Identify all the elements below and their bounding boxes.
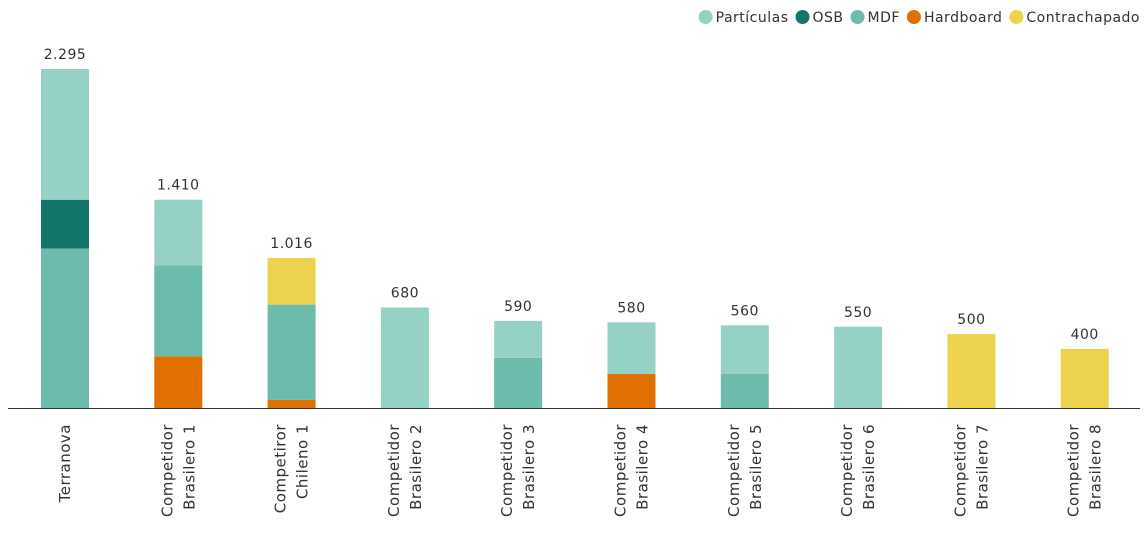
legend-swatch: [906, 10, 921, 24]
value-label: 680: [391, 286, 419, 302]
x-tick-label: Brasilero 6: [860, 424, 878, 510]
bar-segment: [494, 357, 543, 408]
x-tick-label: Terranova: [56, 424, 74, 503]
x-tick-label: Competidor: [385, 424, 403, 517]
x-tick-label: Brasilero 1: [180, 424, 198, 510]
legend-label: Contrachapado: [1026, 10, 1140, 26]
bar-segment: [1060, 348, 1109, 408]
x-tick-label: Competiror: [272, 424, 290, 514]
legend-swatch: [1009, 10, 1024, 24]
bar-segment: [154, 199, 203, 266]
x-tick-label: Brasilero 8: [1087, 424, 1105, 510]
bar-segment: [154, 265, 203, 357]
x-tick-label: Brasilero 2: [407, 424, 425, 510]
bar-segment: [267, 304, 316, 400]
bar-segment: [834, 326, 883, 408]
x-tick-label: Competidor: [498, 424, 516, 517]
legend-label: MDF: [868, 10, 900, 26]
bar-segment: [267, 257, 316, 305]
legend-swatch: [795, 10, 810, 24]
x-tick-label: Brasilero 5: [747, 424, 765, 510]
bar-segment: [720, 325, 769, 375]
value-label: 500: [957, 312, 985, 328]
bar-segment: [494, 320, 543, 358]
x-tick-label: Competidor: [612, 424, 630, 517]
legend-label: Partículas: [716, 10, 789, 26]
bar-segment: [41, 69, 89, 200]
x-tick-label: Competidor: [951, 424, 969, 517]
bar-segment: [947, 334, 996, 408]
legend-swatch: [698, 10, 713, 24]
bar-segment: [41, 199, 89, 249]
x-tick-label: Brasilero 7: [973, 424, 991, 510]
bar-segment: [607, 374, 656, 408]
value-label: 550: [844, 305, 872, 321]
value-label: 1.016: [270, 236, 313, 252]
value-label: 400: [1071, 327, 1099, 343]
bar-segment: [154, 356, 203, 408]
value-label: 590: [504, 299, 532, 315]
x-tick-label: Brasilero 3: [520, 424, 538, 510]
x-tick-label: Competidor: [725, 424, 743, 517]
value-label: 560: [731, 303, 759, 319]
legend-label: Hardboard: [924, 10, 1002, 26]
x-tick-label: Chileno 1: [294, 424, 312, 499]
value-label: 580: [617, 300, 645, 316]
x-tick-label: Competidor: [838, 424, 856, 517]
legend-label: OSB: [813, 10, 844, 26]
legend-swatch: [850, 10, 865, 24]
x-tick-label: Brasilero 4: [634, 424, 652, 510]
value-label: 1.410: [157, 178, 200, 194]
x-tick-label: Competidor: [1065, 424, 1083, 517]
bar-segment: [607, 322, 656, 375]
bar-segment: [720, 374, 769, 408]
x-tick-label: Competidor: [158, 424, 176, 517]
bar-segment: [267, 399, 316, 408]
bar-segment: [41, 248, 89, 408]
value-label: 2.295: [44, 47, 87, 63]
bar-segment: [380, 307, 429, 408]
